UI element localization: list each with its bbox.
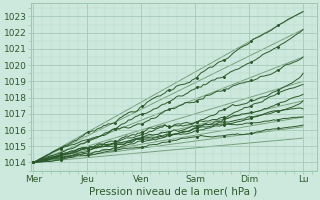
X-axis label: Pression niveau de la mer( hPa ): Pression niveau de la mer( hPa ): [90, 187, 258, 197]
